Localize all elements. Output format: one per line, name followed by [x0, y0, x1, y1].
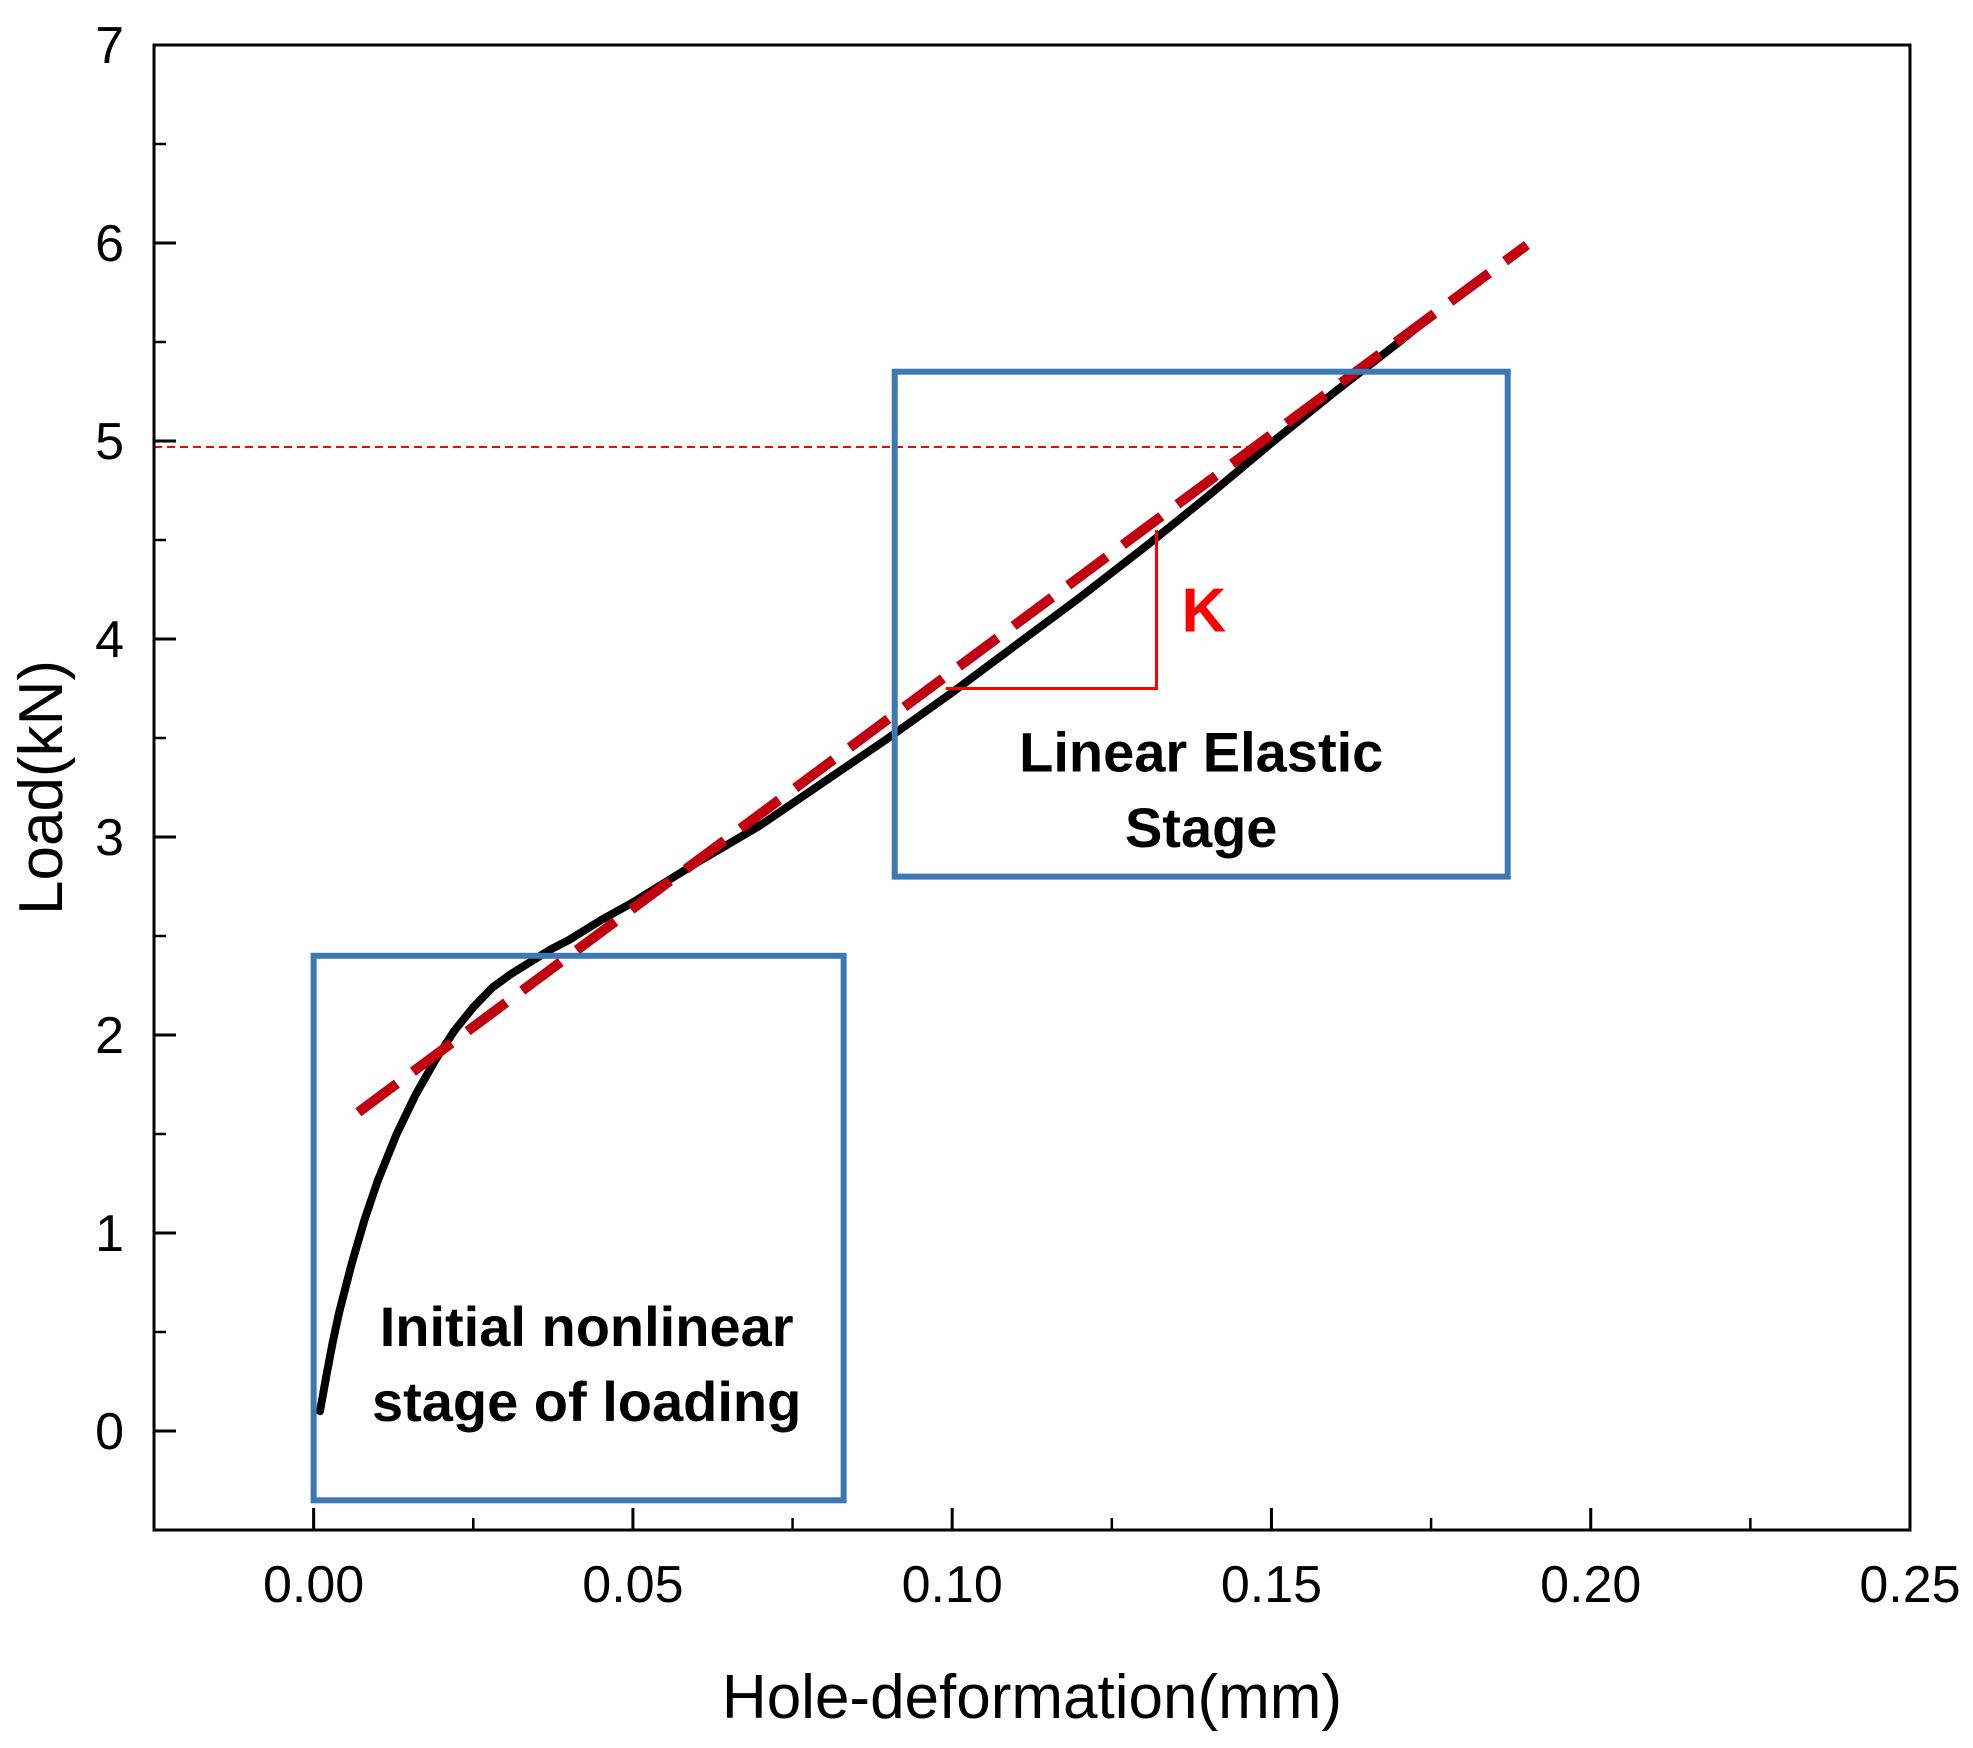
y-tick-label: 1 [95, 1205, 124, 1263]
y-tick-label: 0 [95, 1403, 124, 1461]
x-tick-label: 0.20 [1540, 1556, 1641, 1614]
x-tick-label: 0.15 [1221, 1556, 1322, 1614]
region-box-linear-elastic [891, 368, 1511, 880]
x-tick-label: 0.05 [582, 1556, 683, 1614]
x-tick-label: 0.10 [902, 1556, 1003, 1614]
slope-triangle [945, 530, 1159, 690]
slope-label: K [1182, 576, 1227, 645]
region-label-linear-line-2: Stage [1125, 796, 1278, 859]
y-tick-label: 7 [95, 17, 124, 75]
x-tick-label: 0.00 [263, 1556, 364, 1614]
plot-frame [152, 43, 1912, 1532]
y-axis-title: Load(kN) [7, 660, 76, 915]
y-tick-label: 6 [95, 215, 124, 273]
y-tick-label: 3 [95, 809, 124, 867]
region-label-initial-line-2: stage of loading [372, 1370, 801, 1433]
y-tick-labels: 0 1 2 3 4 5 6 7 [95, 17, 124, 1461]
x-axis-title: Hole-deformation(mm) [722, 1663, 1342, 1732]
series-linear-fit-line [355, 240, 1530, 1117]
y-tick-label: 5 [95, 413, 124, 471]
region-label-linear-line-1: Linear Elastic [1019, 721, 1383, 784]
region-box-initial-nonlinear [310, 952, 847, 1504]
region-label-initial-line-1: Initial nonlinear [380, 1295, 794, 1358]
y-tick-label: 2 [95, 1007, 124, 1065]
y-tick-label: 4 [95, 611, 124, 669]
series-measured-line [316, 312, 1436, 1416]
x-tick-label: 0.25 [1859, 1556, 1960, 1614]
x-tick-labels: 0.00 0.05 0.10 0.15 0.20 0.25 [263, 1556, 1961, 1614]
